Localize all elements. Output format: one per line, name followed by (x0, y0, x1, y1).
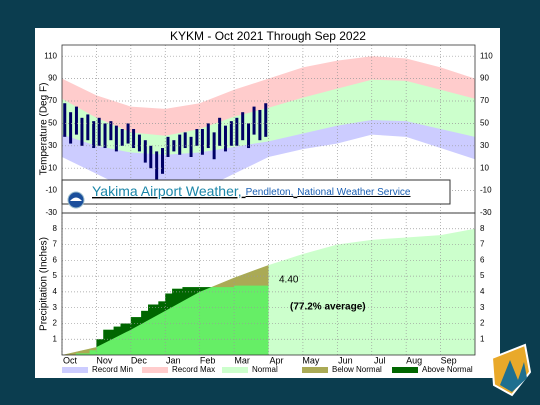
y-tick-label: 6 (53, 255, 58, 264)
y2-tick-label: 10 (480, 163, 489, 172)
x-tick-label: Nov (96, 355, 113, 365)
legend-swatch (302, 367, 328, 373)
legend-label: Above Normal (422, 365, 473, 374)
y2-tick-label: 2 (480, 319, 485, 328)
y-tick-label: 30 (48, 141, 57, 150)
y-tick-label: 3 (53, 303, 58, 312)
x-tick-label: Jul (374, 355, 386, 365)
link-office[interactable]: Pendleton, (246, 187, 294, 198)
y-tick-label: -10 (45, 186, 57, 195)
y-tick-label: 8 (53, 224, 58, 233)
y2-tick-label: 8 (480, 224, 485, 233)
legend-swatch (142, 367, 168, 373)
x-tick-label: Aug (406, 355, 422, 365)
x-tick-label: Dec (131, 355, 148, 365)
y-tick-label: 50 (48, 119, 57, 128)
legend-label: Normal (252, 365, 278, 374)
y-tick-label: 7 (53, 240, 58, 249)
y2-tick-label: -10 (480, 186, 492, 195)
legend-swatch (62, 367, 88, 373)
x-tick-label: Apr (269, 355, 283, 365)
annotation: 4.40 (279, 275, 299, 286)
legend-swatch (222, 367, 248, 373)
y-tick-label: 5 (53, 271, 58, 280)
x-tick-label: Feb (200, 355, 216, 365)
y2-tick-label: 4 (480, 287, 485, 296)
y-tick-label: -30 (45, 208, 57, 217)
y-axis-label: Precipitation (Inches) (39, 237, 50, 331)
y2-tick-label: 70 (480, 96, 489, 105)
y-tick-label: 4 (53, 287, 58, 296)
legend-swatch (392, 367, 418, 373)
x-tick-label: Oct (63, 355, 78, 365)
link-title[interactable]: Yakima Airport Weather, (92, 183, 242, 199)
y-tick-label: 10 (48, 163, 57, 172)
x-tick-label: Sep (441, 355, 457, 365)
y-tick-label: 1 (53, 334, 58, 343)
x-tick-label: Mar (234, 355, 250, 365)
y2-tick-label: -30 (480, 208, 492, 217)
x-tick-label: Jun (338, 355, 353, 365)
y2-tick-label: 90 (480, 74, 489, 83)
link-text[interactable]: Yakima Airport Weather, Pendleton, Natio… (92, 183, 411, 199)
y2-tick-label: 5 (480, 271, 485, 280)
legend-label: Below Normal (332, 365, 382, 374)
link-box (61, 179, 451, 205)
corner-logo-peaks (500, 360, 527, 392)
y2-tick-label: 7 (480, 240, 485, 249)
y2-tick-label: 30 (480, 141, 489, 150)
noaa-logo-bird (70, 197, 82, 201)
y2-tick-label: 50 (480, 119, 489, 128)
plot-frame (61, 212, 476, 356)
y-tick-label: 90 (48, 74, 57, 83)
overlay: Yakima Airport Weather, Pendleton, Natio… (61, 179, 451, 313)
x-tick-label: May (302, 355, 320, 365)
annotation: (77.2% average) (290, 302, 366, 313)
legend-label: Record Max (172, 365, 215, 374)
y2-tick-label: 3 (480, 303, 485, 312)
x-tick-label: Jan (166, 355, 181, 365)
link-agency[interactable]: National Weather Service (297, 187, 411, 198)
y2-tick-label: 6 (480, 255, 485, 264)
y2-tick-label: 1 (480, 334, 485, 343)
legend-label: Record Min (92, 365, 133, 374)
y-tick-label: 70 (48, 96, 57, 105)
y-tick-label: 110 (44, 51, 57, 60)
y-axis-label: Temperature (Deg F) (39, 83, 50, 176)
y-tick-label: 2 (53, 319, 58, 328)
chart-title: KYKM - Oct 2021 Through Sep 2022 (170, 29, 366, 43)
y2-tick-label: 110 (480, 51, 493, 60)
